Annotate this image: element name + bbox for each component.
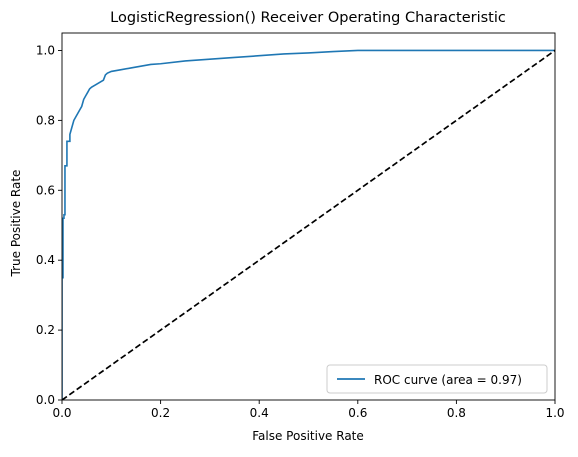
y-tick-label: 1.0: [36, 43, 55, 57]
x-axis-label: False Positive Rate: [252, 429, 364, 443]
y-tick-label: 0.0: [36, 393, 55, 407]
legend-label: ROC curve (area = 0.97): [374, 373, 522, 387]
x-tick-label: 1.0: [545, 406, 564, 420]
chart-title: LogisticRegression() Receiver Operating …: [110, 10, 506, 26]
y-tick-label: 0.8: [36, 113, 55, 127]
axes-frame: [61, 32, 556, 401]
legend: ROC curve (area = 0.97): [326, 364, 548, 394]
series-layer: [62, 49, 555, 400]
plot-area: [62, 33, 555, 400]
legend-box: [326, 364, 548, 394]
x-tick-label: 0.8: [447, 406, 466, 420]
y-tick-label: 0.6: [36, 183, 55, 197]
y-axis-label: True Positive Rate: [9, 170, 23, 278]
x-tick-label: 0.2: [151, 406, 170, 420]
x-tick-label: 0.6: [348, 406, 367, 420]
x-tick-label: 0.0: [52, 406, 71, 420]
x-axis: 0.0 0.2 0.4 0.6 0.8 1.0: [52, 400, 565, 420]
y-tick-label: 0.4: [36, 253, 55, 267]
y-tick-label: 0.2: [36, 323, 55, 337]
x-tick-label: 0.4: [250, 406, 269, 420]
roc-curve-line: [62, 49, 555, 400]
diagonal-reference-line: [62, 49, 555, 400]
plot-background: [62, 33, 555, 400]
y-axis: 0.0 0.2 0.4 0.6 0.8 1.0: [36, 43, 62, 407]
